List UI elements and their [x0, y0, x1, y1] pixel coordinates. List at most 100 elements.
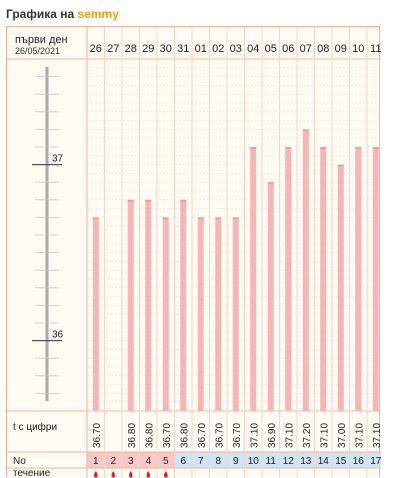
data-label: 36.70 [232, 423, 243, 448]
temperature-chart: първи ден26/05/202136372636.7012722836.8… [7, 27, 381, 478]
day-number-label: 7 [198, 456, 204, 467]
temperature-bar[interactable] [285, 147, 292, 411]
temperature-bar[interactable] [92, 217, 99, 411]
temperature-bar-cap [250, 147, 257, 149]
temperature-bar[interactable] [162, 217, 169, 411]
data-label: 36.70 [214, 423, 225, 448]
x-tick-label: 26 [90, 43, 102, 55]
temperature-bar-cap [162, 217, 169, 220]
temperature-bar[interactable] [145, 199, 152, 411]
day-number-label: 1 [93, 456, 99, 467]
day-number-cell [157, 452, 174, 468]
y-tick-label: 36 [52, 330, 64, 341]
username-link[interactable]: semmy [77, 7, 119, 21]
temperature-bar[interactable] [372, 147, 379, 411]
x-tick-label: 11 [370, 43, 381, 55]
data-label: 36.90 [267, 423, 278, 448]
day-number-label: 2 [110, 456, 116, 467]
flow-drop-icon [164, 471, 168, 478]
x-tick-label: 04 [247, 43, 259, 55]
temperature-bar[interactable] [250, 147, 257, 411]
day-number-label: 12 [283, 456, 295, 467]
temperature-bar-cap [145, 199, 152, 202]
day-number-cell [367, 452, 381, 468]
temperature-bar-cap [337, 164, 344, 167]
day-number-cell [332, 452, 349, 468]
day-number-cell [140, 452, 157, 468]
x-tick-label: 02 [212, 43, 224, 55]
first-day-label: първи ден [15, 34, 68, 46]
flow-drop-icon [111, 471, 115, 478]
temperature-bar-cap [232, 217, 239, 220]
x-tick-label: 09 [335, 43, 347, 55]
x-tick-label: 31 [177, 43, 189, 55]
y-tick-label: 37 [52, 154, 64, 165]
data-label: 37.10 [354, 423, 365, 448]
temperature-bar[interactable] [127, 199, 134, 411]
temperature-bar[interactable] [267, 182, 274, 411]
no-row-label: No [13, 456, 26, 467]
flow-drop-icon [146, 471, 150, 478]
day-number-label: 5 [163, 456, 169, 467]
x-tick-label: 05 [265, 43, 277, 55]
data-label: 36.70 [197, 423, 208, 448]
data-label: 36.80 [144, 423, 155, 448]
day-number-cell [210, 452, 227, 468]
temperature-bar-cap [302, 129, 309, 132]
temperature-bar[interactable] [215, 217, 222, 411]
data-label: 37.00 [337, 423, 348, 448]
flow-drop-icon [129, 471, 133, 478]
x-tick-label: 06 [282, 43, 294, 55]
day-number-cell [350, 452, 367, 468]
day-number-label: 6 [180, 456, 186, 467]
temperature-bar-cap [355, 147, 362, 149]
day-number-label: 3 [128, 456, 134, 467]
temperature-bar[interactable] [337, 164, 344, 411]
temperature-bar-cap [92, 217, 99, 220]
data-label: 36.70 [92, 423, 103, 448]
temperature-bar-cap [180, 199, 187, 202]
temperature-bar-cap [197, 217, 204, 220]
x-tick-label: 01 [195, 43, 207, 55]
chart-frame: първи ден 26/05/2021 36 37 26 36.70 1 27 2 28 36.8… [6, 26, 381, 478]
day-number-label: 15 [335, 456, 347, 467]
temperature-bar[interactable] [197, 217, 204, 411]
flow-row-label: течение [13, 468, 51, 478]
day-number-cell [297, 452, 314, 468]
day-number-label: 17 [370, 456, 381, 467]
temperature-bar-cap [215, 217, 222, 220]
x-tick-label: 29 [142, 43, 154, 55]
temperature-bar-cap [127, 199, 134, 202]
day-number-label: 13 [300, 456, 312, 467]
data-label: 37.10 [249, 423, 260, 448]
day-number-label: 10 [248, 456, 260, 467]
day-number-cell [245, 452, 262, 468]
day-number-cell [105, 452, 122, 468]
day-number-label: 14 [318, 456, 330, 467]
title-prefix: Графика на [6, 7, 75, 21]
data-label: 37.20 [302, 423, 313, 448]
temp-row-label: t с цифри [13, 421, 57, 433]
temperature-bar[interactable] [302, 129, 309, 411]
temperature-bar[interactable] [232, 217, 239, 411]
x-tick-label: 08 [317, 43, 329, 55]
data-label: 36.70 [162, 423, 173, 448]
temperature-bar-cap [372, 147, 379, 149]
day-number-label: 9 [233, 456, 239, 467]
x-tick-label: 07 [300, 43, 312, 55]
page-header: Графика на semmy [0, 0, 407, 26]
start-date-label: 26/05/2021 [15, 46, 60, 56]
day-number-cell [227, 452, 244, 468]
data-label: 36.80 [179, 423, 190, 448]
data-label: 37.10 [372, 423, 381, 448]
temperature-bar[interactable] [355, 147, 362, 411]
temperature-bar[interactable] [320, 147, 327, 411]
data-label: 37.10 [284, 423, 295, 448]
day-number-label: 16 [353, 456, 365, 467]
day-number-cell [315, 452, 332, 468]
x-tick-label: 28 [125, 43, 137, 55]
x-tick-label: 10 [352, 43, 364, 55]
day-number-label: 4 [145, 456, 151, 467]
temperature-bar[interactable] [180, 199, 187, 411]
x-tick-label: 27 [107, 43, 119, 55]
